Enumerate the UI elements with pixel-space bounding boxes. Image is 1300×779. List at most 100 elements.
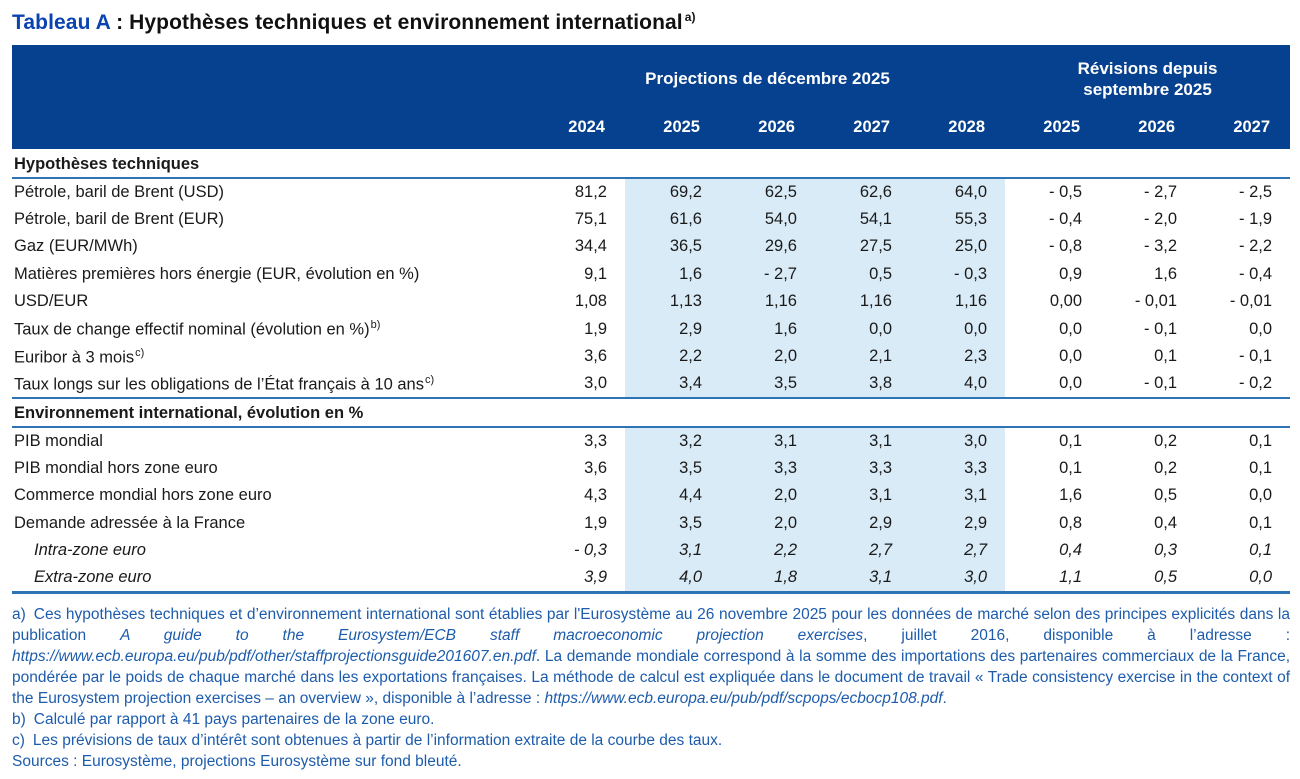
cell-value: 4,0 — [625, 564, 720, 594]
cell-value: 0,4 — [1154, 513, 1178, 532]
cell-value: 34,4 — [574, 237, 607, 256]
cell-value: 3,0 — [910, 427, 1006, 455]
cell-value: 1,1 — [1005, 564, 1101, 594]
cell-value: 0,1 — [1154, 347, 1178, 366]
cell-value: - 0,4 — [1048, 209, 1083, 228]
footnote-ref: c) — [425, 373, 435, 386]
cell-value: 0,1 — [1249, 431, 1273, 450]
year-header-row: 2024 2025 2026 2027 2028 2025 2026 2027 — [12, 103, 1291, 149]
cell-value: 1,8 — [720, 564, 815, 594]
cell-value: 0,0 — [1059, 374, 1083, 393]
year-header: 2028 — [910, 103, 1006, 149]
cell-value: 0,2 — [1154, 458, 1178, 477]
row-label: Commerce mondial hors zone euro — [14, 486, 272, 505]
cell-value: 2,2 — [720, 537, 815, 565]
footnote-line: b) Calculé par rapport à 41 pays partenai… — [12, 709, 1290, 730]
cell-value: 0,2 — [1154, 431, 1178, 450]
cell-value: 3,0 — [584, 374, 607, 393]
table-row: Euribor à 3 moisc) 3,6 2,2 2,0 2,1 2,3 0,0 0,1 -… — [12, 343, 1290, 371]
cell-value: 0,1 — [1059, 431, 1083, 450]
cell-value: 0,1 — [1059, 458, 1083, 477]
cell-value: 2,9 — [815, 509, 910, 537]
footnote-ref: c) — [135, 346, 145, 359]
cell-value: 1,08 — [574, 292, 607, 311]
cell-value: 4,3 — [584, 486, 607, 505]
cell-value: 1,9 — [584, 513, 607, 532]
cell-value: 1,6 — [720, 315, 815, 343]
cell-value: 0,4 — [1059, 541, 1083, 560]
cell-value: 2,7 — [910, 537, 1006, 565]
footnote-text: . La demande mondiale correspond à la so… — [12, 647, 1290, 707]
cell-value: 0,0 — [1059, 319, 1083, 338]
row-label: Pétrole, baril de Brent (USD) — [14, 182, 224, 201]
footnote-marker: c) — [12, 731, 25, 749]
cell-value: 3,1 — [815, 482, 910, 510]
footnote-ref: b) — [370, 319, 381, 331]
cell-value: 3,5 — [625, 509, 720, 537]
year-header: 2024 — [530, 103, 625, 149]
table-row: Pétrole, baril de Brent (USD) 81,2 69,2 62,… — [12, 178, 1290, 206]
cell-value: 0,1 — [1249, 541, 1273, 560]
footnote-marker: b) — [12, 710, 26, 728]
row-label: Demande adressée à la France — [14, 513, 246, 532]
section-header-row: Hypothèses techniques — [12, 149, 1291, 179]
cell-value: 2,9 — [910, 509, 1006, 537]
cell-value: 3,2 — [625, 427, 720, 455]
footnote-url[interactable]: https://www.ecb.europa.eu/pub/pdf/other/… — [12, 647, 536, 665]
cell-value: 25,0 — [910, 233, 1006, 261]
cell-value: 0,3 — [1154, 541, 1178, 560]
cell-value: 3,9 — [530, 564, 625, 594]
table-row: Demande adressée à la France 1,9 3,5 2,0 2,9… — [12, 509, 1290, 537]
cell-value: 3,3 — [910, 454, 1006, 482]
table-row: Matières premières hors énergie (EUR, év… — [12, 260, 1290, 288]
cell-value: 3,3 — [815, 454, 910, 482]
cell-value: 0,0 — [1249, 486, 1273, 505]
table-row: PIB mondial 3,3 3,2 3,1 3,1 3,0 0,1 0,2 0,1 — [12, 427, 1290, 455]
cell-value: 3,0 — [910, 564, 1006, 594]
cell-value: 3,5 — [625, 454, 720, 482]
footnote-text: Calculé par rapport à 41 pays partenaire… — [33, 710, 435, 728]
page-title: Tableau A : Hypothèses techniques et env… — [12, 10, 1290, 35]
projections-table: Projections de décembre 2025 Révisions de… — [12, 45, 1291, 594]
row-label: PIB mondial — [14, 431, 103, 450]
row-label: Matières premières hors énergie (EUR, év… — [14, 264, 420, 283]
cell-value: 75,1 — [574, 209, 607, 228]
cell-value: 1,16 — [720, 288, 815, 316]
section-title: Hypothèses techniques — [12, 149, 1291, 179]
cell-value: - 2,7 — [720, 260, 815, 288]
cell-value: - 0,3 — [910, 260, 1006, 288]
cell-value: 0,1 — [1249, 458, 1273, 477]
year-header: 2027 — [815, 103, 910, 149]
table-row: Gaz (EUR/MWh) 34,4 36,5 29,6 27,5 25,0 - 0,8 - … — [12, 233, 1290, 261]
row-label: Pétrole, baril de Brent (EUR) — [14, 209, 224, 228]
row-label: Euribor à 3 moisc) — [14, 346, 145, 367]
cell-value: 4,4 — [625, 482, 720, 510]
table-row: Pétrole, baril de Brent (EUR) 75,1 61,6 54,… — [12, 205, 1290, 233]
row-label: Gaz (EUR/MWh) — [14, 237, 138, 256]
year-header: 2025 — [1005, 103, 1101, 149]
cell-value: 0,5 — [1154, 486, 1178, 505]
section-title: Environnement international, évolution e… — [12, 397, 1291, 428]
year-header: 2025 — [625, 103, 720, 149]
section-header-row: Environnement international, évolution e… — [12, 397, 1291, 428]
cell-value: 3,4 — [625, 370, 720, 398]
table-row: Taux longs sur les obligations de l’État… — [12, 370, 1290, 398]
footnote-text: , juillet 2016, disponible à l’adresse : — [863, 626, 1291, 644]
cell-value: 2,1 — [815, 343, 910, 371]
table-reference: Tableau A — [12, 11, 111, 34]
cell-value: - 2,0 — [1143, 209, 1178, 228]
footnote-url[interactable]: https://www.ecb.europa.eu/pub/pdf/scpops… — [544, 689, 943, 707]
corner-cell — [12, 45, 530, 103]
row-label: Taux de change effectif nominal (évoluti… — [14, 319, 381, 339]
cell-value: 0,0 — [815, 315, 910, 343]
footnote-marker: a) — [12, 605, 26, 623]
table-row: Extra-zone euro 3,9 4,0 1,8 3,1 3,0 1,1 0,5 0,0 — [12, 564, 1291, 594]
cell-value: 0,00 — [1049, 292, 1083, 311]
cell-value: 69,2 — [625, 178, 720, 206]
cell-value: 81,2 — [574, 182, 607, 201]
cell-value: 0,0 — [1059, 347, 1083, 366]
cell-value: 3,1 — [815, 427, 910, 455]
cell-value: 4,0 — [910, 370, 1006, 398]
cell-value: 55,3 — [910, 205, 1006, 233]
cell-value: 0,9 — [1059, 264, 1083, 283]
